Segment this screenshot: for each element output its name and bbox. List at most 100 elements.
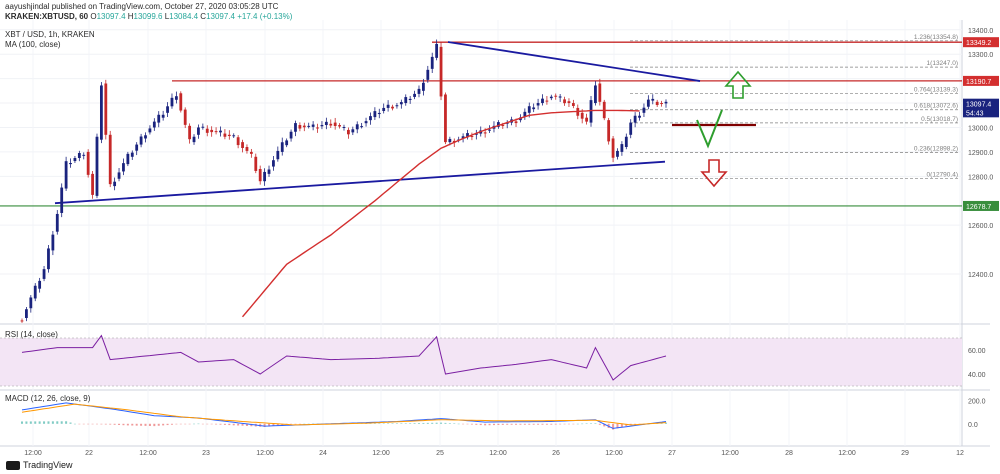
candle-body [399,102,403,105]
macd-histogram-bar [466,423,469,425]
macd-histogram-bar [179,423,182,425]
candle-body [435,43,439,58]
macd-histogram-bar [95,423,98,425]
macd-histogram-bar [51,421,54,424]
macd-histogram-bar [219,423,222,425]
price-tick-label: 12800.0 [968,174,993,181]
macd-histogram-bar [444,422,447,424]
macd-histogram-bar [523,423,526,425]
macd-histogram-bar [532,423,535,425]
fib-level-label: 0.764(13139.3) [914,86,958,93]
candle-body [144,135,147,139]
time-tick-label: 12:00 [372,450,390,457]
macd-histogram-bar [435,422,438,424]
rsi-pane [0,334,962,387]
candle-body [188,125,192,140]
rsi-band [0,338,962,386]
price-badge [963,200,999,211]
candle-body [64,161,68,189]
up-arrow-icon [724,70,752,99]
macd-histogram-bar [193,423,196,425]
candle-body [633,115,637,123]
macd-label: MACD (12, 26, close, 9) [5,394,91,403]
macd-histogram-bar [598,423,601,425]
macd-histogram-bar [290,423,293,425]
candle-body [47,248,50,270]
candle-body [430,56,434,69]
macd-histogram-bar [590,423,593,424]
candle-body [461,136,465,139]
fib-level-label: 1.236(13354.8) [914,34,958,41]
fib-level-label: 0.236(12898.2) [914,145,958,152]
tradingview-brand: TradingView [23,460,73,470]
candle-body [527,106,531,113]
macd-histogram-bar [140,423,143,426]
candle-body [69,163,72,165]
macd-histogram-bar [153,423,156,427]
candle-body [571,103,575,106]
candle-body [108,134,112,185]
time-tick-label: 12:00 [24,450,42,457]
price-badge [963,98,999,109]
price-tick-label: 12900.0 [968,150,993,157]
macd-histogram-bar [515,423,518,425]
candle-body [77,153,81,159]
candle-body [646,99,650,107]
macd-histogram-bar [82,423,85,425]
macd-histogram-bar [245,423,248,426]
candle-body [139,136,143,145]
candle-body [395,105,399,107]
candle-body [333,122,337,127]
macd-histogram-bar [109,423,112,425]
macd-histogram-bar [144,423,147,426]
macd-tick-label: 200.0 [968,399,986,406]
candle-body [360,126,364,128]
candle-body [377,112,381,115]
falling-trendline [447,41,701,82]
macd-histogram-bar [135,423,138,426]
macd-histogram-bar [373,423,376,424]
macd-histogram-bar [563,423,566,425]
direction-arrows [696,70,752,188]
macd-histogram-bar [541,423,544,425]
macd-histogram-bar [422,422,425,424]
candle-body [25,309,28,318]
time-tick-label: 12:00 [256,450,274,457]
candle-body [197,127,200,135]
time-tick-label: 12:00 [838,450,856,457]
macd-histogram-bar [87,423,90,425]
macd-histogram-bar [492,423,495,426]
macd-histogram-bar [148,423,151,426]
candle-body [174,96,178,100]
time-tick-label: 12 [956,450,964,457]
candle-body [594,85,597,104]
candle-body [607,120,611,142]
candle-body [373,111,377,118]
candle-body [496,122,500,127]
price-tick-label: 13400.0 [968,28,993,35]
macd-histogram-bar [470,423,473,425]
macd-histogram-bar [554,423,557,425]
candle-body [474,133,478,135]
candle-body [236,137,240,146]
candle-body [272,160,275,167]
candle-body [488,129,491,131]
candle-body [95,136,99,196]
candle-body [20,320,24,322]
candle-body [289,131,293,139]
macd-histogram-bar [620,423,623,428]
price-badge-label: 13097.4 [966,102,991,109]
time-tick-label: 26 [552,450,560,457]
tradingview-logo[interactable]: TradingView [6,460,73,470]
fib-level-label: 0.618(13072.6) [914,103,958,110]
macd-histogram-bar [581,423,584,425]
candle-body [664,101,668,104]
macd-histogram-bar [559,423,562,425]
candle-body [210,129,214,133]
candle-body [302,125,306,128]
macd-histogram-bar [29,421,32,424]
macd-histogram-bar [276,423,279,426]
candle-body [624,136,628,148]
candle-body [338,125,341,127]
